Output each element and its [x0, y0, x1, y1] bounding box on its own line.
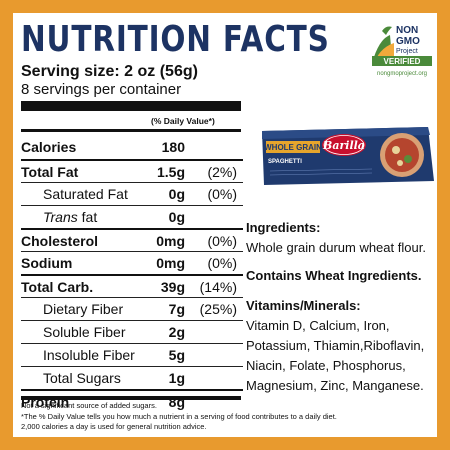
allergen-statement: Contains Wheat Ingredients.: [246, 268, 422, 283]
nutrient-amount: 180: [161, 139, 185, 155]
nutrient-row: Total Fat 1.5g (2%): [21, 159, 243, 182]
servings-per-container: 8 servings per container: [21, 81, 182, 98]
vitamins-line-1: Vitamin D, Calcium, Iron,: [246, 318, 390, 333]
nutrient-row: Cholesterol 0mg (0%): [21, 228, 243, 251]
nutrient-daily-value: (14%): [199, 279, 237, 295]
vitamins-heading: Vitamins/Minerals:: [246, 298, 361, 313]
nutrient-label: Total Carb.: [21, 279, 94, 295]
ingredients-heading: Ingredients:: [246, 220, 321, 235]
nutrient-label: Cholesterol: [21, 233, 99, 249]
nutrient-row: Total Sugars 1g: [21, 366, 243, 389]
gmo-url: nongmoproject.org: [377, 71, 427, 77]
nutrient-label: Total Fat: [21, 164, 79, 180]
nutrient-row: Calories 180: [21, 136, 243, 159]
box-brand: Barilla: [322, 139, 365, 152]
nutrient-amount: 0mg: [156, 255, 185, 271]
nutrient-row: Insoluble Fiber 5g: [21, 343, 243, 366]
nutrient-amount: 1.5g: [156, 164, 185, 180]
nutrient-label: Calories: [21, 139, 77, 155]
nutrient-row: Saturated Fat 0g (0%): [21, 182, 243, 205]
nutrient-daily-value: (0%): [207, 186, 237, 202]
vitamins-line-3: Niacin, Folate, Phosphorus,: [246, 358, 406, 373]
gmo-gmo: GMO: [396, 36, 420, 47]
nutrient-label: Soluble Fiber: [43, 324, 126, 340]
nutrient-amount: 0g: [168, 186, 185, 202]
nutrient-label: Saturated Fat: [43, 186, 128, 202]
daily-value-header: (% Daily Value*): [151, 116, 215, 126]
serving-size: Serving size: 2 oz (56g): [21, 63, 198, 80]
nutrient-row: Dietary Fiber 7g (25%): [21, 297, 243, 320]
thick-rule: [21, 101, 241, 111]
nutrient-label: Total Sugars: [43, 370, 121, 386]
nutrient-row: Sodium 0mg (0%): [21, 251, 243, 274]
non-gmo-verified-logo: NON GMO Project VERIFIED nongmoproject.o…: [370, 21, 434, 77]
nutrient-daily-value: (0%): [207, 233, 237, 249]
nutrient-amount: 0mg: [156, 233, 185, 249]
nutrient-label: Trans fat: [43, 209, 98, 225]
nutrient-row: Total Carb. 39g (14%): [21, 274, 243, 297]
vitamins-line-2: Potassium, Thiamin,Riboflavin,: [246, 338, 425, 353]
box-variety: SPAGHETTI: [268, 159, 302, 165]
box-badge: WHOLE GRAIN: [264, 143, 322, 152]
ingredients-text: Whole grain durum wheat flour.: [246, 240, 426, 255]
nutrient-amount: 39g: [160, 279, 185, 295]
bottom-rule: [21, 396, 241, 400]
nutrient-amount: 2g: [168, 324, 185, 340]
nutrient-amount: 1g: [168, 370, 185, 386]
barilla-box-image: WHOLE GRAIN SPAGHETTI Barilla: [262, 127, 434, 185]
nutrient-amount: 0g: [168, 209, 185, 225]
nutrition-panel: NUTRITION FACTS Serving size: 2 oz (56g)…: [13, 13, 437, 437]
nutrient-row: Trans fat 0g: [21, 205, 243, 228]
gmo-non: NON: [396, 25, 418, 36]
nutrient-daily-value: (0%): [207, 255, 237, 271]
gmo-verified: VERIFIED: [384, 57, 421, 66]
nutrient-row: Soluble Fiber 2g: [21, 320, 243, 343]
nutrient-label: Dietary Fiber: [43, 301, 124, 317]
vitamins-line-4: Magnesium, Zinc, Manganese.: [246, 378, 424, 393]
daily-value-footnote: *The % Daily Value tells you how much a …: [21, 412, 337, 431]
nutrient-daily-value: (25%): [199, 301, 237, 317]
added-sugar-note: Not a significant source of added sugars…: [21, 401, 157, 410]
nutrient-amount: 5g: [168, 347, 185, 363]
page-title: NUTRITION FACTS: [21, 19, 330, 60]
nutrient-label: Insoluble Fiber: [43, 347, 135, 363]
nutrient-amount: 7g: [168, 301, 185, 317]
medium-rule: [21, 129, 241, 132]
gmo-project: Project: [396, 48, 418, 55]
nutrient-label: Sodium: [21, 255, 73, 271]
nutrient-daily-value: (2%): [207, 164, 237, 180]
